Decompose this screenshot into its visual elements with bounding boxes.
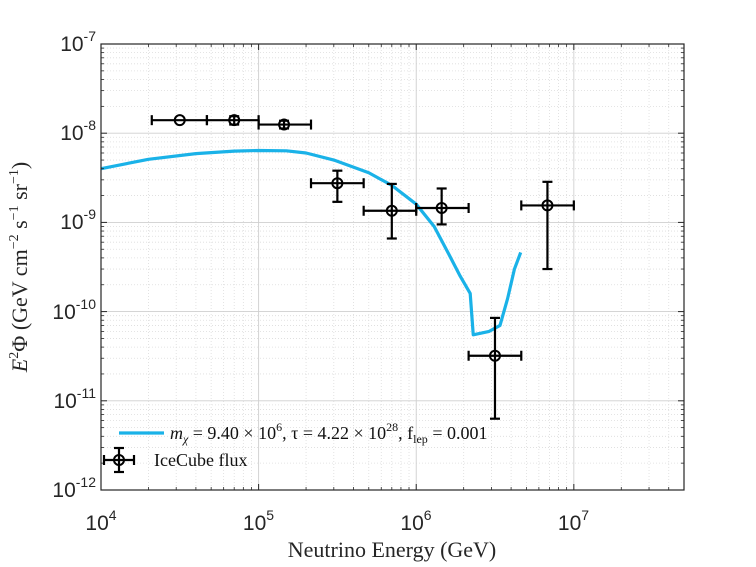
y-tick-label: 10-8	[60, 117, 96, 145]
legend: mχ = 9.40 × 106, τ = 4.22 × 1028, flep =…	[102, 420, 487, 474]
x-axis-label: Neutrino Energy (GeV)	[288, 537, 497, 562]
legend-icecube-swatch	[102, 446, 136, 474]
icecube-marker	[435, 202, 448, 215]
icecube-point	[415, 187, 470, 226]
x-tick-label: 105	[243, 507, 274, 535]
icecube-point	[257, 118, 313, 131]
icecube-point	[520, 180, 575, 271]
icecube-marker	[331, 177, 344, 190]
icecube-marker	[541, 199, 554, 212]
x-tick-label: 106	[400, 507, 431, 535]
y-tick-labels: 10-12 10-11 10-10 10-9 10-8 10-7	[52, 28, 96, 502]
y-tick-label: 10-11	[53, 385, 96, 413]
series-layer	[100, 114, 575, 420]
tick-marks	[100, 43, 684, 491]
icecube-point	[309, 169, 365, 203]
icecube-marker	[488, 349, 501, 362]
icecube-point	[205, 114, 260, 127]
legend-icecube-label: IceCube flux	[154, 450, 247, 470]
y-tick-label: 10-7	[60, 28, 96, 56]
x-tick-labels: 104 105 106 107	[85, 507, 589, 535]
y-tick-label: 10-10	[52, 296, 96, 324]
x-tick-label: 104	[85, 507, 116, 535]
y-axis-label: E2Φ (GeV cm−2 s−1 sr−1)	[7, 162, 32, 373]
y-tick-label: 10-9	[60, 206, 96, 234]
y-tick-label: 10-12	[52, 474, 96, 502]
legend-model-label: mχ = 9.40 × 106, τ = 4.22 × 1028, flep =…	[170, 420, 487, 446]
icecube-marker	[228, 114, 241, 127]
x-tick-label: 107	[558, 507, 589, 535]
plot-area	[101, 44, 684, 490]
icecube-marker	[173, 114, 186, 127]
legend-marker	[113, 454, 125, 466]
icecube-marker	[385, 204, 398, 217]
icecube-point	[467, 316, 523, 420]
plot-frame	[100, 43, 685, 491]
icecube-marker	[278, 118, 291, 131]
